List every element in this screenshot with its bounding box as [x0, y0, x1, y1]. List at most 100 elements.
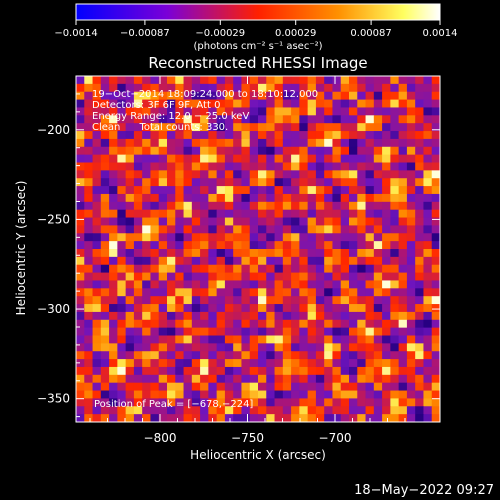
heatmap-cell — [349, 146, 358, 156]
heatmap-cell — [382, 233, 391, 242]
heatmap-cell — [183, 327, 193, 336]
heatmap-cell — [349, 91, 358, 100]
heatmap-cell — [191, 414, 201, 423]
heatmap-cell — [158, 107, 168, 116]
heatmap-cell — [208, 264, 218, 273]
heatmap-cell — [258, 343, 267, 352]
heatmap-cell — [349, 288, 358, 297]
heatmap-cell — [315, 217, 325, 226]
heatmap-cell — [315, 146, 325, 156]
heatmap-cell — [365, 193, 375, 203]
heatmap-cell — [167, 170, 176, 179]
heatmap-cell — [423, 264, 433, 273]
heatmap-cell — [241, 327, 251, 336]
heatmap-cell — [200, 178, 209, 187]
heatmap-cell — [315, 272, 325, 281]
heatmap-cell — [357, 131, 366, 140]
heatmap-cell — [307, 359, 317, 368]
heatmap-cell — [282, 115, 292, 124]
heatmap-cell — [274, 131, 284, 140]
heatmap-cell — [415, 366, 424, 376]
heatmap-cell — [158, 272, 168, 281]
heatmap-cell — [282, 201, 292, 211]
heatmap-cell — [431, 343, 441, 352]
heatmap-cell — [76, 256, 85, 266]
heatmap-cell — [183, 249, 193, 258]
heatmap-cell — [100, 241, 110, 250]
heatmap-cell — [84, 178, 93, 187]
heatmap-cell — [100, 162, 110, 171]
heatmap-cell — [431, 225, 441, 234]
heatmap-cell — [431, 83, 441, 93]
heatmap-cell — [142, 170, 151, 179]
heatmap-cell — [324, 288, 333, 297]
heatmap-cell — [241, 201, 251, 211]
heatmap-cell — [382, 209, 391, 218]
heatmap-cell — [208, 304, 218, 313]
heatmap-cell — [299, 304, 309, 313]
heatmap-cell — [200, 193, 209, 203]
heatmap-cell — [406, 107, 416, 116]
heatmap-cell — [332, 264, 342, 273]
heatmap-cell — [398, 398, 408, 407]
heatmap-cell — [249, 256, 259, 266]
heatmap-cell — [92, 414, 102, 423]
heatmap-cell — [241, 241, 251, 250]
heatmap-cell — [125, 296, 135, 305]
heatmap-cell — [431, 154, 441, 163]
heatmap-cell — [406, 374, 416, 384]
heatmap-cell — [183, 107, 193, 116]
heatmap-cell — [216, 225, 226, 234]
heatmap-cell — [324, 382, 333, 391]
heatmap-cell — [390, 225, 400, 234]
heatmap-cell — [84, 115, 93, 124]
heatmap-cell — [398, 154, 408, 163]
heatmap-cell — [332, 217, 342, 226]
heatmap-cell — [208, 351, 218, 360]
heatmap-cell — [109, 366, 118, 376]
heatmap-cell — [142, 335, 151, 344]
heatmap-cell — [125, 99, 135, 108]
heatmap-cell — [183, 406, 193, 415]
heatmap-cell — [100, 217, 110, 226]
heatmap-cell — [423, 406, 433, 415]
heatmap-cell — [216, 99, 226, 108]
heatmap-cell — [216, 398, 226, 407]
heatmap-cell — [117, 99, 127, 108]
heatmap-cell — [158, 280, 168, 289]
heatmap-cell — [175, 233, 184, 242]
heatmap-cell — [274, 241, 284, 250]
heatmap-cell — [208, 83, 218, 93]
heatmap-cell — [150, 178, 160, 187]
heatmap-cell — [183, 99, 193, 108]
heatmap-cell — [84, 162, 93, 171]
heatmap-cell — [299, 217, 309, 226]
heatmap-cell — [415, 209, 424, 218]
heatmap-cell — [175, 256, 184, 266]
heatmap-cell — [241, 335, 251, 344]
heatmap-cell — [100, 374, 110, 384]
heatmap-cell — [191, 374, 201, 384]
heatmap-cell — [100, 264, 110, 273]
heatmap-cell — [373, 406, 383, 415]
heatmap-cell — [398, 225, 408, 234]
heatmap-cell — [431, 272, 441, 281]
heatmap-cell — [249, 351, 259, 360]
heatmap-cell — [133, 193, 143, 203]
heatmap-cell — [150, 359, 160, 368]
heatmap-cell — [158, 296, 168, 305]
heatmap-cell — [282, 107, 292, 116]
heatmap-cell — [340, 351, 350, 360]
heatmap-cell — [258, 91, 267, 100]
heatmap-cell — [390, 288, 400, 297]
heatmap-cell — [167, 91, 176, 100]
heatmap-cell — [382, 359, 391, 368]
heatmap-cell — [349, 123, 358, 132]
heatmap-cell — [241, 91, 251, 100]
heatmap-cell — [382, 241, 391, 250]
heatmap-cell — [365, 162, 375, 171]
heatmap-cell — [258, 256, 267, 266]
heatmap-cell — [125, 217, 135, 226]
heatmap-cell — [158, 256, 168, 266]
heatmap-cell — [340, 256, 350, 266]
